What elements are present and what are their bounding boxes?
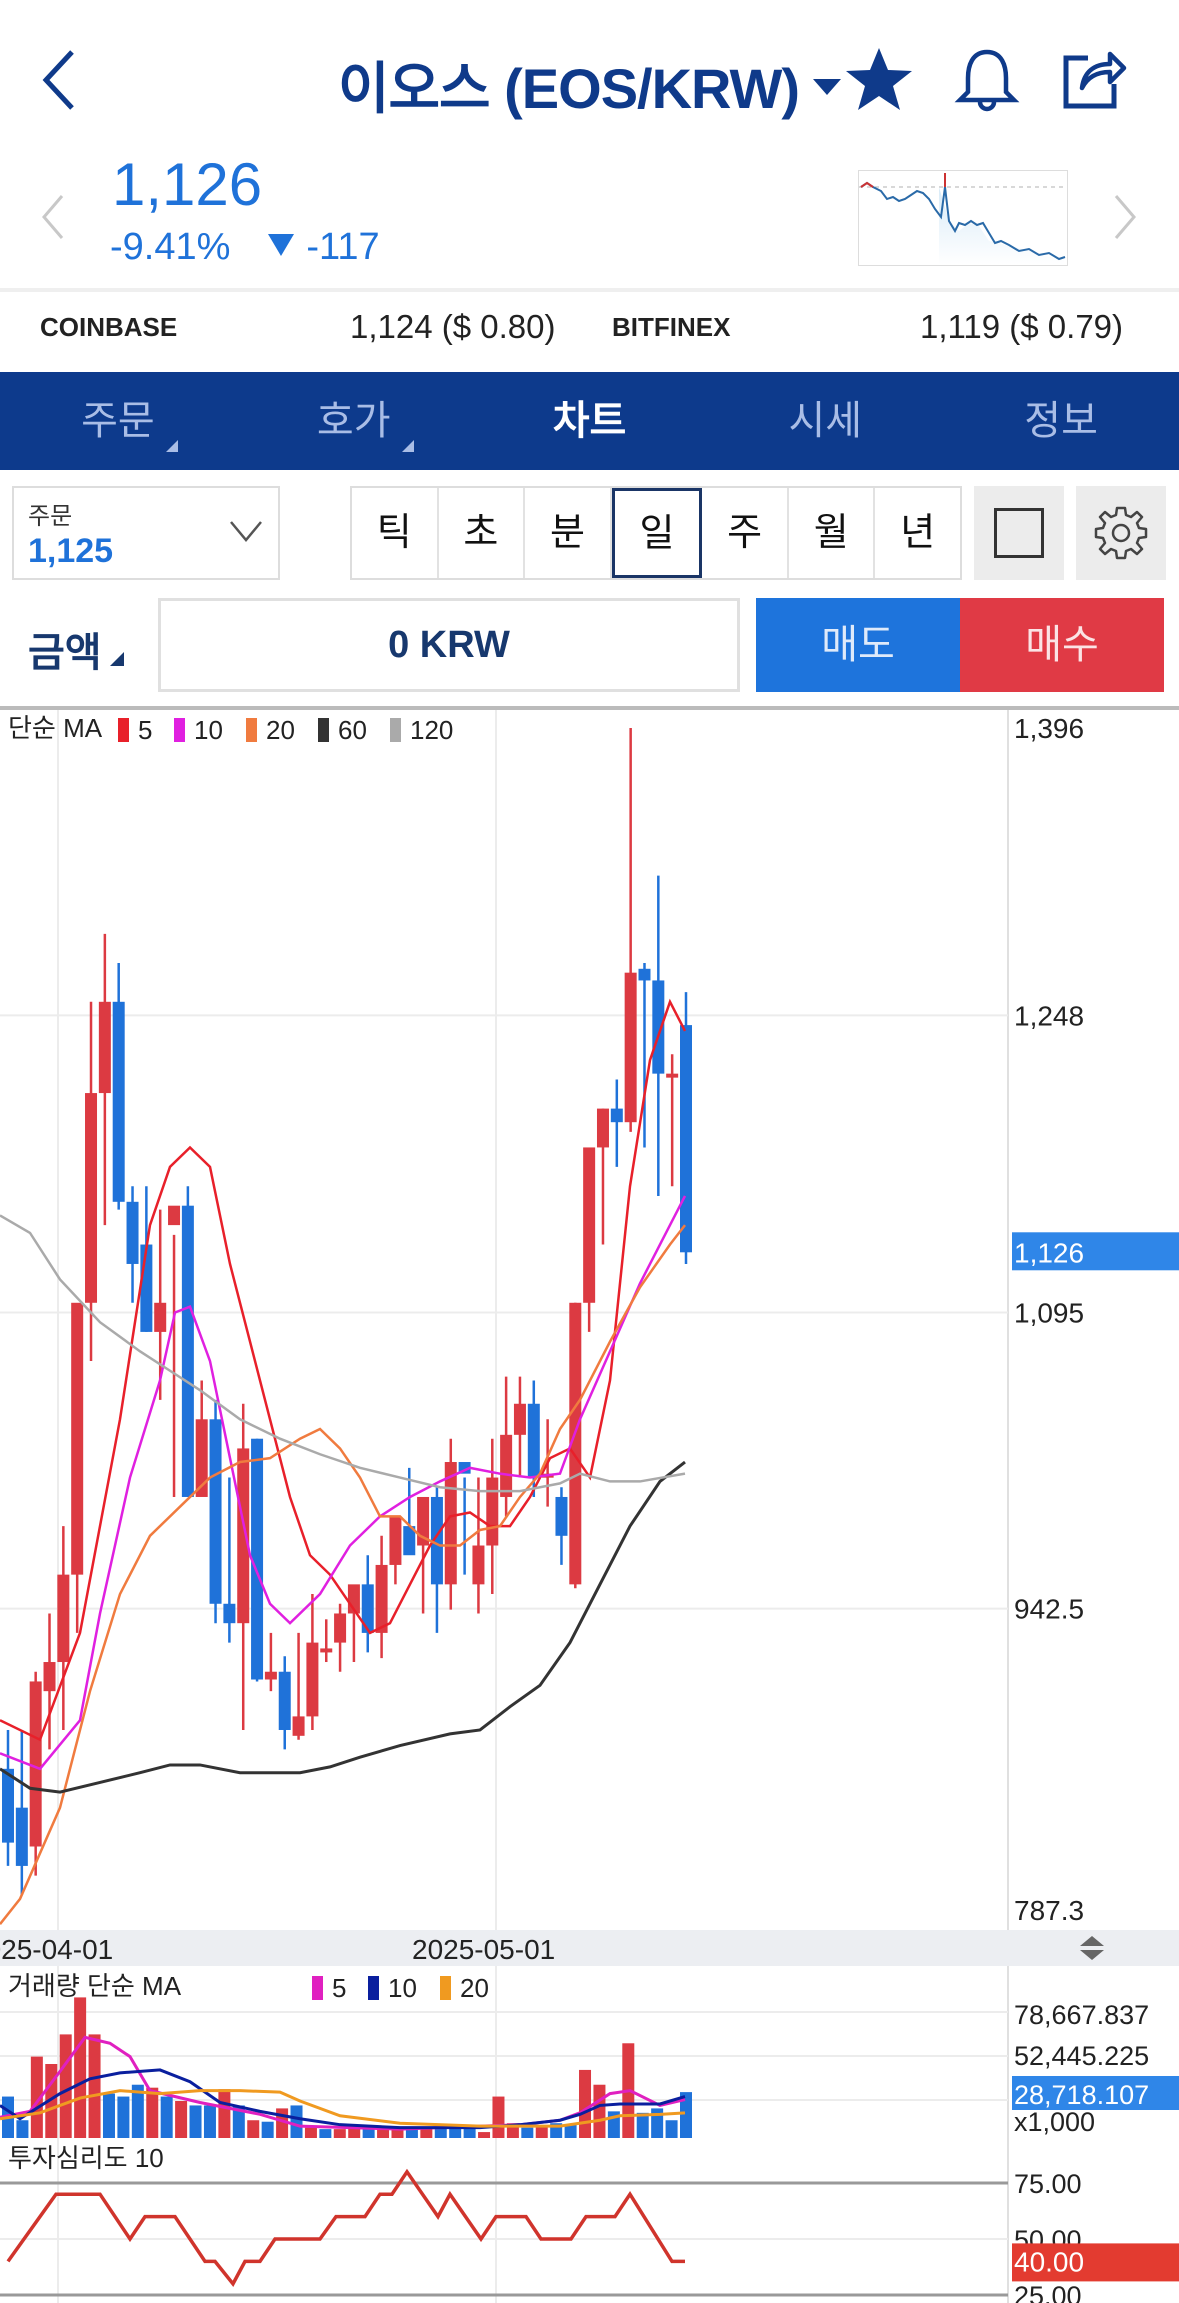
svg-text:5: 5 xyxy=(138,715,152,745)
svg-text:거래량 단순 MA: 거래량 단순 MA xyxy=(8,1971,182,2001)
market-title-dropdown[interactable]: 이오스 (EOS/KRW) xyxy=(0,44,1179,125)
current-price: 1,126 xyxy=(112,151,263,218)
gear-icon xyxy=(1094,506,1148,560)
order-select-value: 1,125 xyxy=(28,532,114,570)
main-tabs: 주문 호가 차트 시세 정보 xyxy=(0,372,1179,470)
order-select-label: 주문 xyxy=(28,503,73,530)
svg-text:10: 10 xyxy=(388,1973,417,2003)
mini-sparkline-chart[interactable] xyxy=(858,170,1068,266)
svg-text:787.3: 787.3 xyxy=(1014,1895,1084,1926)
fullscreen-button[interactable] xyxy=(974,486,1064,580)
svg-text:투자심리도 10: 투자심리도 10 xyxy=(8,2143,164,2173)
svg-text:120: 120 xyxy=(410,715,453,745)
period-day[interactable]: 일 xyxy=(611,488,703,578)
period-selector: 틱 초 분 일 주 월 년 xyxy=(350,486,962,580)
tab-market-price[interactable]: 시세 xyxy=(707,372,943,470)
psychology-plot xyxy=(6,2168,685,2287)
buy-button[interactable]: 매수 xyxy=(960,598,1164,692)
divider xyxy=(0,288,1179,292)
tab-label: 시세 xyxy=(788,399,863,443)
svg-text:10: 10 xyxy=(194,715,223,745)
change-percent: -9.41% xyxy=(110,226,231,268)
exchange-name-coinbase: COINBASE xyxy=(40,312,178,342)
svg-text:78,667.837: 78,667.837 xyxy=(1014,2000,1149,2030)
period-week[interactable]: 주 xyxy=(702,488,789,578)
svg-text:1,396: 1,396 xyxy=(1014,713,1084,744)
exchange-name-bitfinex: BITFINEX xyxy=(612,312,731,342)
page-title: 이오스 (EOS/KRW) xyxy=(338,57,800,120)
star-icon[interactable] xyxy=(844,44,914,114)
sell-button[interactable]: 매도 xyxy=(756,598,960,692)
exchange-price-bitfinex: 1,119 ($ 0.79) xyxy=(920,308,1124,345)
tab-info[interactable]: 정보 xyxy=(943,372,1179,470)
candlestick-plot xyxy=(0,728,692,1925)
volume-plot xyxy=(0,1997,692,2138)
chart-grid xyxy=(0,710,1009,2303)
tab-order[interactable]: 주문 xyxy=(0,372,236,470)
share-icon[interactable] xyxy=(1058,44,1128,114)
back-chevron-icon[interactable] xyxy=(40,48,80,112)
corner-indicator-icon xyxy=(165,440,178,452)
svg-text:942.5: 942.5 xyxy=(1014,1594,1084,1625)
square-icon xyxy=(994,508,1044,558)
chart-settings-button[interactable] xyxy=(1076,486,1166,580)
svg-text:1,126: 1,126 xyxy=(1014,1237,1084,1268)
amount-label: 금액 xyxy=(28,631,102,675)
corner-indicator-icon xyxy=(109,652,124,666)
svg-text:20: 20 xyxy=(266,715,295,745)
tab-orderbook[interactable]: 호가 xyxy=(236,372,472,470)
tab-chart[interactable]: 차트 xyxy=(472,372,708,470)
period-second[interactable]: 초 xyxy=(439,488,526,578)
svg-text:단순 MA: 단순 MA xyxy=(8,713,103,743)
period-year[interactable]: 년 xyxy=(900,512,936,554)
bell-icon[interactable] xyxy=(952,44,1022,114)
svg-text:1,095: 1,095 xyxy=(1014,1297,1084,1328)
price-chart[interactable]: 1,396 1,248 1,095 942.5 787.3 1,126 단순 MA 5 10 20… xyxy=(0,710,1179,2303)
svg-text:5: 5 xyxy=(332,1973,346,2003)
amount-type-toggle[interactable]: 금액 xyxy=(28,620,124,678)
chart-top-border xyxy=(0,706,1179,710)
change-amount: -117 xyxy=(306,226,380,268)
svg-text:2025-05-01: 2025-05-01 xyxy=(412,1934,555,1965)
exchange-price-coinbase: 1,124 ($ 0.80) xyxy=(350,308,556,345)
tab-label: 차트 xyxy=(552,399,627,443)
prev-coin-chevron-icon[interactable] xyxy=(38,192,68,242)
svg-text:52,445.225: 52,445.225 xyxy=(1014,2041,1149,2071)
svg-text:25.00: 25.00 xyxy=(1014,2281,1082,2303)
svg-text:2025-04-01: 2025-04-01 xyxy=(0,1934,113,1965)
down-triangle-icon xyxy=(268,234,295,256)
corner-indicator-icon xyxy=(401,440,414,452)
tab-label: 호가 xyxy=(316,399,391,443)
svg-text:1,248: 1,248 xyxy=(1014,1000,1084,1031)
period-tick[interactable]: 틱 xyxy=(352,488,439,578)
svg-text:75.00: 75.00 xyxy=(1014,2169,1082,2199)
svg-text:28,718.107: 28,718.107 xyxy=(1014,2080,1149,2110)
svg-text:20: 20 xyxy=(460,1973,489,2003)
tab-label: 정보 xyxy=(1024,399,1098,443)
svg-text:40.00: 40.00 xyxy=(1014,2246,1084,2277)
amount-input[interactable]: 0 KRW xyxy=(158,598,740,692)
caret-down-icon xyxy=(812,79,841,96)
period-minute[interactable]: 분 xyxy=(525,488,612,578)
order-price-select[interactable]: 주문 1,125 xyxy=(12,486,280,580)
chevron-down-icon xyxy=(230,521,262,542)
period-month[interactable]: 월 xyxy=(789,488,876,578)
svg-text:60: 60 xyxy=(338,715,367,745)
next-coin-chevron-icon[interactable] xyxy=(1110,192,1140,242)
tab-label: 주문 xyxy=(81,399,155,443)
top-bar: 이오스 (EOS/KRW) xyxy=(0,0,1179,160)
price-change: -9.41% -117 xyxy=(110,226,380,269)
svg-text:x1,000: x1,000 xyxy=(1014,2107,1095,2137)
chart-axes: 1,396 1,248 1,095 942.5 787.3 1,126 단순 MA 5 10 20… xyxy=(0,713,1179,2303)
